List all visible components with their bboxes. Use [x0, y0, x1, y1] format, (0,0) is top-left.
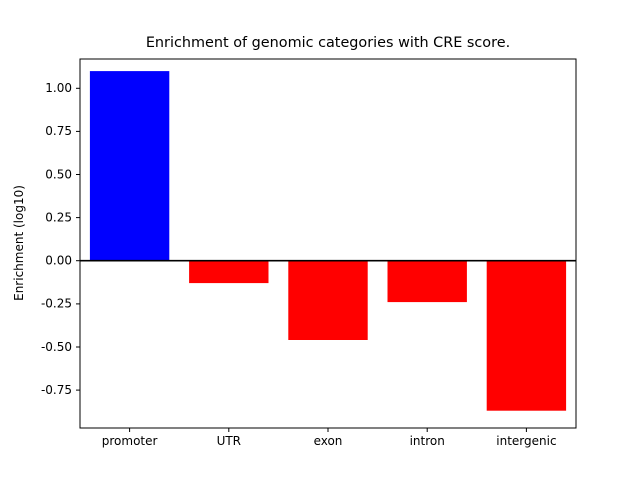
- y-tick-label: 0.00: [45, 254, 72, 268]
- y-tick-label: 1.00: [45, 81, 72, 95]
- y-tick-label: 0.50: [45, 167, 72, 181]
- x-tick-label-promoter: promoter: [102, 434, 158, 448]
- bar-UTR: [189, 260, 269, 284]
- x-tick-label-UTR: UTR: [217, 434, 241, 448]
- y-axis-label: Enrichment (log10): [12, 185, 26, 301]
- bars-layer: [89, 71, 567, 411]
- chart-title: Enrichment of genomic categories with CR…: [146, 35, 510, 51]
- y-tick-label: -0.25: [41, 297, 72, 311]
- bar-intergenic: [486, 260, 567, 411]
- y-tick-label: -0.50: [41, 340, 72, 354]
- bar-intron: [387, 260, 467, 303]
- axes-border: [79, 58, 577, 429]
- y-tick-label: -0.75: [41, 383, 72, 397]
- y-tick-label: 0.75: [45, 124, 72, 138]
- axes-layer: 1.00 0.75 0.50 0.25 0.00 -0.25 -0.50 -0.75 promo…: [41, 58, 577, 448]
- bar-exon: [288, 260, 368, 340]
- y-tick-label: 0.25: [45, 210, 72, 224]
- bar-promoter: [89, 71, 170, 261]
- x-tick-label-intergenic: intergenic: [496, 434, 556, 448]
- x-tick-label-intron: intron: [410, 434, 445, 448]
- x-tick-label-exon: exon: [314, 434, 343, 448]
